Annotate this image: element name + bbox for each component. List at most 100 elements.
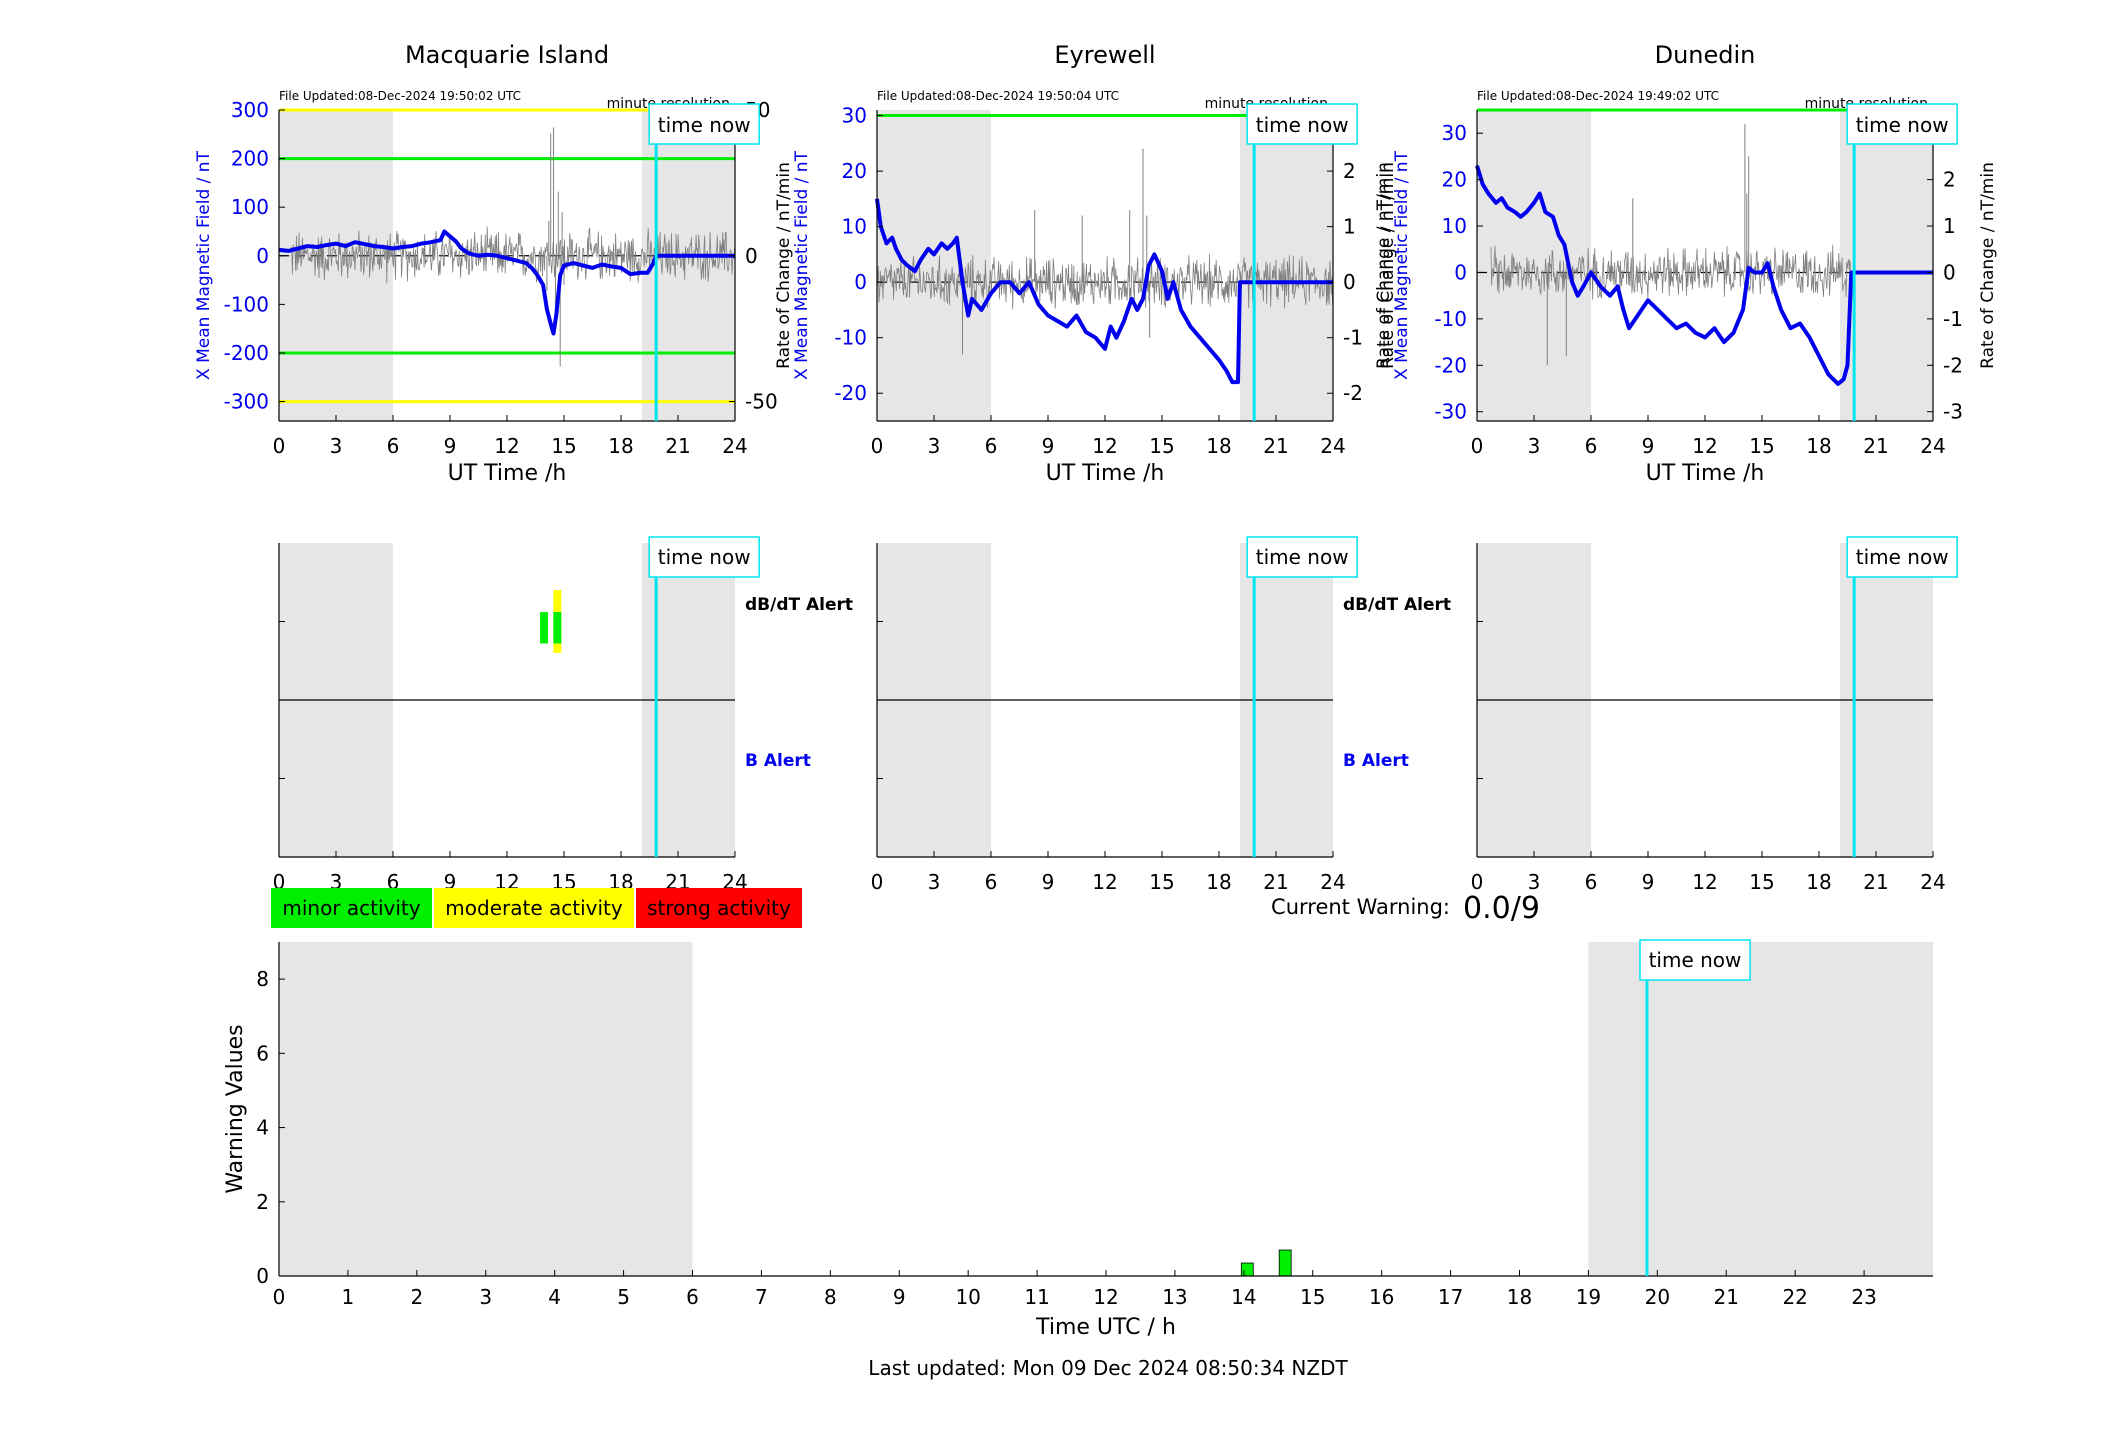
legend-swatch-2 <box>636 888 802 928</box>
warning-x-tick-label: 12 <box>1093 1285 1118 1309</box>
x-tick-label: 6 <box>1585 434 1598 458</box>
alert-time-now-label: time now <box>1856 545 1949 569</box>
alert-x-tick-label: 21 <box>1263 870 1288 894</box>
station-plots: Macquarie Island File Updated:08-Dec-2024… <box>194 41 1998 486</box>
alert-time-now-label: time now <box>1256 545 1349 569</box>
time-now-box <box>1246 103 1358 145</box>
y2-axis-label-right: Rate of Change / nT/min <box>1978 162 1998 369</box>
y-tick-label: 200 <box>231 147 269 171</box>
warning-y-tick-label: 0 <box>256 1264 269 1288</box>
warning-bar <box>1240 1262 1254 1277</box>
alert-bar <box>540 612 549 644</box>
alert-time-now-box <box>1846 536 1958 578</box>
warning-x-axis-label: Time UTC / h <box>1035 1315 1176 1340</box>
station-plot-2: Dunedin File Updated:08-Dec-2024 19:49:02… <box>1374 41 1998 486</box>
alert-x-tick-label: 0 <box>871 870 884 894</box>
activity-legend: minor activity moderate activity strong ac… <box>271 888 802 928</box>
station-title: Dunedin <box>1655 41 1756 69</box>
current-warning-label: Current Warning: <box>1271 895 1450 919</box>
magnetic-field-series <box>875 198 1333 385</box>
alert-panel-2: 0 3 6 9 12 15 18 21 24 time now <box>1471 536 1958 894</box>
y-tick-label: 30 <box>1442 121 1467 145</box>
warning-x-tick-label: 15 <box>1300 1285 1325 1309</box>
x-tick-label: 15 <box>551 434 576 458</box>
footer-last-updated: Last updated: Mon 09 Dec 2024 08:50:34 N… <box>868 1356 1348 1380</box>
warning-x-tick-label: 23 <box>1851 1285 1876 1309</box>
warning-time-now-label: time now <box>1649 948 1742 972</box>
y2-axis-label-right: Rate of Change / nT/min <box>1378 162 1398 369</box>
x-tick-label: 6 <box>985 434 998 458</box>
x-tick-label: 12 <box>1092 434 1117 458</box>
y-tick-label: -20 <box>834 381 867 405</box>
time-now-box <box>648 103 760 145</box>
alert-x-tick-label: 21 <box>1863 870 1888 894</box>
x-tick-label: 6 <box>387 434 400 458</box>
y2-tick-label: 0 <box>1343 270 1356 294</box>
warning-y-tick-label: 2 <box>256 1190 269 1214</box>
x-tick-label: 0 <box>871 434 884 458</box>
warning-x-tick-label: 17 <box>1438 1285 1463 1309</box>
y2-tick-label: -50 <box>745 390 778 414</box>
legend-label-0: minor activity <box>282 896 420 920</box>
y-axis-label: X Mean Magnetic Field / nT <box>194 150 214 380</box>
magnetic-field-series <box>1475 165 1933 386</box>
warning-y-tick-label: 4 <box>256 1116 269 1140</box>
legend-swatch-1 <box>434 888 634 928</box>
warning-x-tick-label: 13 <box>1162 1285 1187 1309</box>
alert-x-tick-label: 6 <box>1585 870 1598 894</box>
x-tick-label: 9 <box>444 434 457 458</box>
alert-panels: 0 3 6 9 12 15 18 21 24 dB/dT Alert B Alert time now… <box>273 536 1958 894</box>
alert-x-tick-label: 18 <box>1806 870 1831 894</box>
x-tick-label: 9 <box>1642 434 1655 458</box>
time-now-box <box>1846 103 1958 145</box>
warning-x-tick-label: 2 <box>410 1285 423 1309</box>
y-tick-label: -10 <box>1434 307 1467 331</box>
y2-tick-label: -2 <box>1343 381 1363 405</box>
alert-x-tick-label: 12 <box>1092 870 1117 894</box>
warning-x-tick-label: 21 <box>1714 1285 1739 1309</box>
warning-y-tick-label: 6 <box>256 1041 269 1065</box>
y-tick-label: 100 <box>231 195 269 219</box>
legend-label-1: moderate activity <box>445 896 623 920</box>
alert-time-now-box <box>648 536 760 578</box>
y2-tick-label: 2 <box>1943 168 1956 192</box>
alert-x-tick-label: 15 <box>1149 870 1174 894</box>
alert-x-tick-label: 24 <box>1920 870 1945 894</box>
y-tick-label: 10 <box>1442 214 1467 238</box>
x-tick-label: 15 <box>1149 434 1174 458</box>
warning-x-tick-label: 20 <box>1645 1285 1670 1309</box>
db-alert-label: dB/dT Alert <box>1343 595 1451 615</box>
warning-x-tick-label: 3 <box>479 1285 492 1309</box>
alert-x-tick-label: 3 <box>1528 870 1541 894</box>
y-tick-label: -300 <box>224 390 269 414</box>
y-tick-label: 0 <box>854 270 867 294</box>
y-tick-label: 0 <box>256 244 269 268</box>
warning-night-band <box>279 942 693 1276</box>
x-tick-label: 15 <box>1749 434 1774 458</box>
legend-swatch-0 <box>271 888 432 928</box>
warning-x-tick-label: 7 <box>755 1285 768 1309</box>
y-tick-label: 300 <box>231 98 269 122</box>
y2-tick-label: 2 <box>1343 159 1356 183</box>
station-plot-1: Eyrewell File Updated:08-Dec-2024 19:50:0… <box>774 41 1398 486</box>
x-tick-label: 9 <box>1042 434 1055 458</box>
x-tick-label: 12 <box>1692 434 1717 458</box>
x-tick-label: 3 <box>1528 434 1541 458</box>
warning-x-tick-label: 9 <box>893 1285 906 1309</box>
warning-x-tick-label: 19 <box>1576 1285 1601 1309</box>
warning-x-tick-label: 22 <box>1782 1285 1807 1309</box>
x-axis-label: UT Time /h <box>1046 461 1165 486</box>
warning-x-tick-label: 1 <box>342 1285 355 1309</box>
y-axis-label: X Mean Magnetic Field / nT <box>1392 150 1412 380</box>
y-axis-label: X Mean Magnetic Field / nT <box>792 150 812 380</box>
b-alert-label: B Alert <box>1343 751 1409 771</box>
current-warning-value: 0.0/9 <box>1463 891 1540 926</box>
warning-x-tick-label: 8 <box>824 1285 837 1309</box>
x-tick-label: 24 <box>1920 434 1945 458</box>
x-tick-label: 18 <box>1806 434 1831 458</box>
file-updated-text: File Updated:08-Dec-2024 19:50:02 UTC <box>279 89 521 103</box>
warning-bar <box>1278 1249 1292 1277</box>
warning-x-tick-label: 18 <box>1507 1285 1532 1309</box>
